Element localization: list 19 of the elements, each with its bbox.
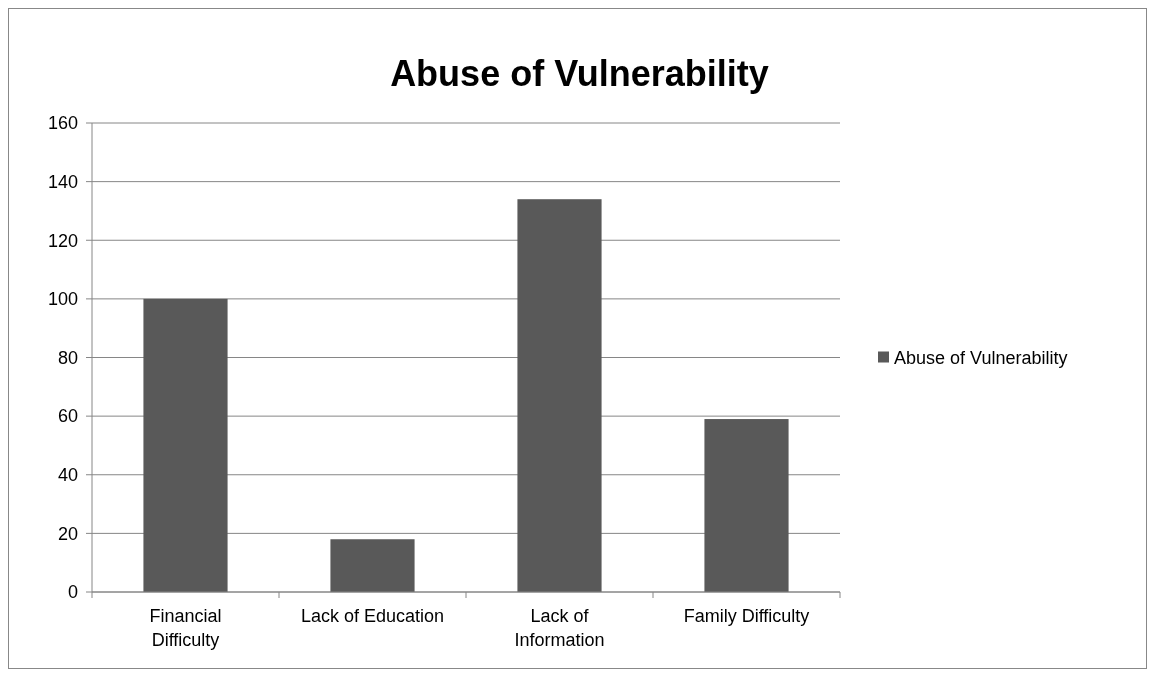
y-tick-label: 80 [57,347,78,368]
y-tick-label: 0 [67,582,78,603]
x-tick-label: Lack of Education [300,606,445,626]
legend-label: Abuse of Vulnerability [894,347,1068,368]
y-tick-label: 100 [47,289,78,310]
x-tick-label: Lack of Information [514,606,605,650]
chart-title: Abuse of Vulnerability [390,53,769,94]
bar [330,539,415,592]
x-tick-label: Family Difficulty [683,606,810,626]
y-tick-label: 140 [47,171,78,192]
y-tick-label: 20 [57,523,78,544]
y-tick-label: 160 [47,113,78,134]
y-tick-label: 60 [57,406,78,427]
bar [704,419,789,592]
y-tick-label: 40 [57,465,78,486]
bar [143,298,228,592]
bar [517,199,602,592]
y-tick-label: 120 [47,230,78,251]
x-tick-label: Financial Difficulty [149,606,222,650]
